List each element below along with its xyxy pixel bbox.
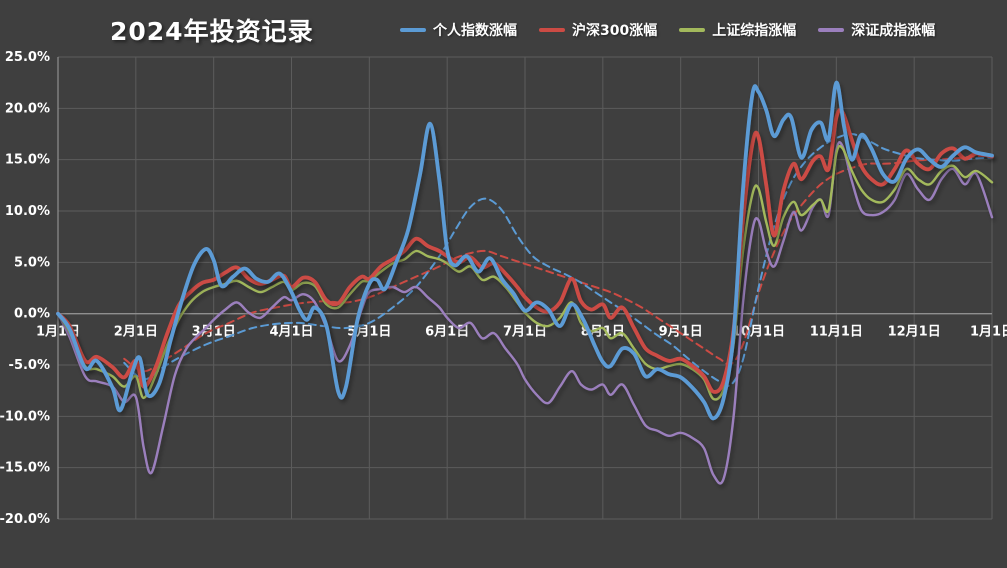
legend-item-personal-index: 个人指数涨幅 xyxy=(400,20,517,40)
legend-line-icon xyxy=(400,28,426,32)
y-tick-labels: 25.0% 20.0% 15.0% 10.0% 5.0% 0.0% -5.0% -10.0% -… xyxy=(0,50,50,527)
y-tick-label: 0.0% xyxy=(14,307,50,322)
legend-line-icon xyxy=(818,28,845,32)
y-tick-label: 10.0% xyxy=(5,204,50,219)
chart-title: 2024年投资记录 xyxy=(110,17,314,46)
series-lines xyxy=(56,80,994,485)
x-tick-label: 4月1日 xyxy=(269,325,313,340)
legend-item-csi300: 沪深300涨幅 xyxy=(539,20,657,40)
x-tick-labels: 1月1日 2月1日 3月1日 4月1日 5月1日 6月1日 7月1日 8月1日 9月1日 10月1… xyxy=(36,325,1007,340)
x-tick-label: 12月1日 xyxy=(888,325,941,340)
legend-line-icon xyxy=(679,28,706,32)
y-tick-label: -10.0% xyxy=(0,409,50,424)
x-tick-label: 1月1日 xyxy=(970,325,1007,340)
series-line-personal-index xyxy=(56,80,994,421)
y-tick-label: 25.0% xyxy=(5,50,50,65)
y-tick-label: 15.0% xyxy=(5,153,50,168)
y-tick-label: 5.0% xyxy=(14,255,50,270)
y-tick-label: -20.0% xyxy=(0,512,50,527)
legend-label-szse-component: 深证成指涨幅 xyxy=(851,23,936,39)
x-tick-label: 3月1日 xyxy=(192,325,236,340)
y-tick-label: 20.0% xyxy=(5,101,50,116)
legend-line-icon xyxy=(539,28,565,32)
legend: 个人指数涨幅 沪深300涨幅 上证综指涨幅 深证成指涨幅 xyxy=(400,20,935,40)
y-tick-label: -5.0% xyxy=(9,358,50,373)
x-tick-label: 2月1日 xyxy=(114,325,158,340)
x-tick-label: 5月1日 xyxy=(347,325,391,340)
x-tick-label: 7月1日 xyxy=(503,325,547,340)
legend-label-personal-index: 个人指数涨幅 xyxy=(433,23,517,39)
legend-label-sse-composite: 上证综指涨幅 xyxy=(712,23,797,39)
legend-item-szse-component: 深证成指涨幅 xyxy=(818,20,935,40)
legend-label-csi300: 沪深300涨幅 xyxy=(572,23,658,39)
legend-item-sse-composite: 上证综指涨幅 xyxy=(679,20,796,40)
y-tick-label: -15.0% xyxy=(0,461,50,476)
x-tick-label: 11月1日 xyxy=(810,325,863,340)
